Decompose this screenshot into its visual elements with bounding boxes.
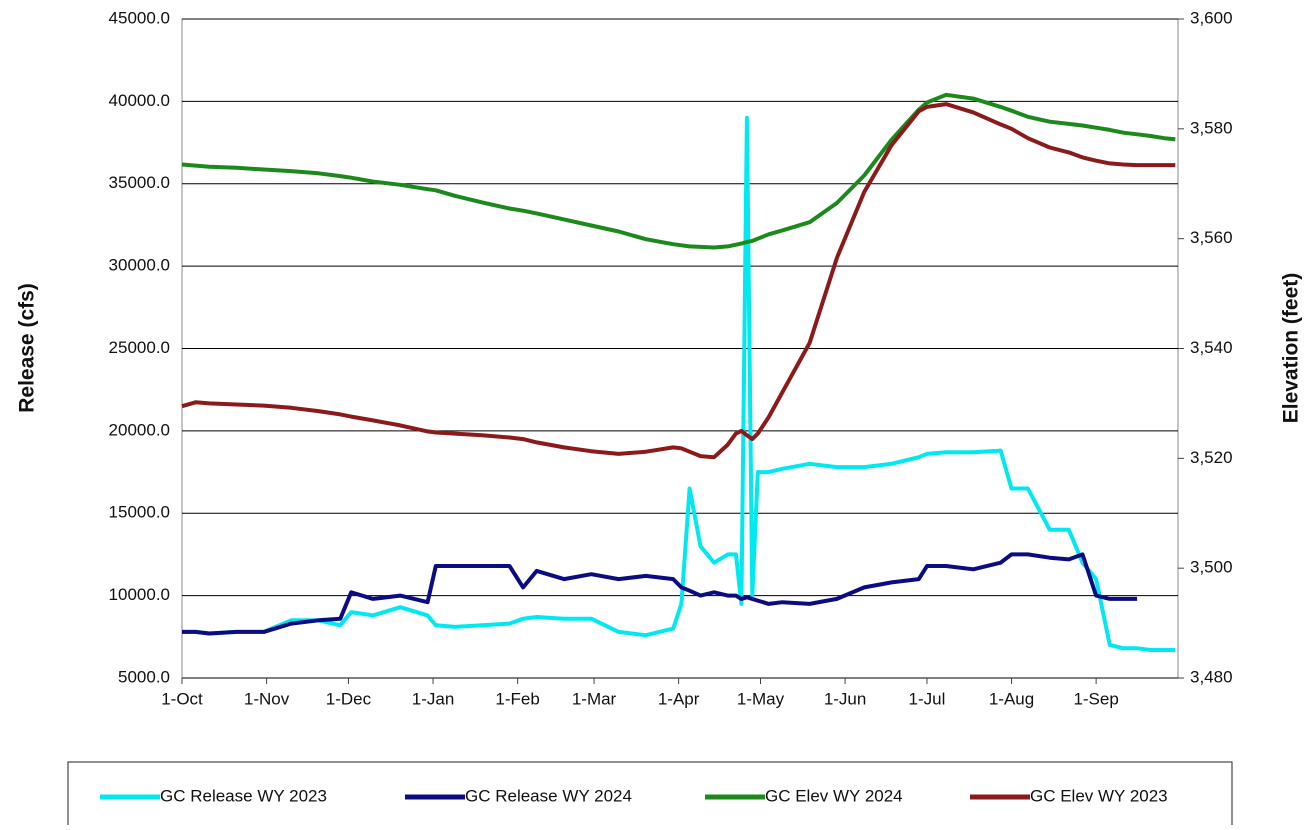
y-tick-label: 10000.0 <box>109 585 170 604</box>
y-tick-label: 5000.0 <box>118 667 170 686</box>
x-tick-label: 1-Apr <box>658 689 700 708</box>
x-tick-label: 1-Aug <box>989 689 1034 708</box>
y2-tick-label: 3,580 <box>1190 118 1233 137</box>
y2-tick-label: 3,500 <box>1190 558 1233 577</box>
x-tick-label: 1-Nov <box>244 689 290 708</box>
y2-tick-label: 3,540 <box>1190 338 1233 357</box>
x-tick-label: 1-Mar <box>572 689 617 708</box>
y2-tick-label: 3,520 <box>1190 448 1233 467</box>
y-tick-label: 30000.0 <box>109 256 170 275</box>
y-tick-label: 20000.0 <box>109 420 170 439</box>
y2-tick-label: 3,480 <box>1190 667 1233 686</box>
y-tick-label: 35000.0 <box>109 173 170 192</box>
series-line <box>182 115 1176 652</box>
legend-label: GC Release WY 2024 <box>465 786 632 805</box>
legend-label: GC Release WY 2023 <box>160 786 327 805</box>
x-tick-label: 1-Jul <box>909 689 946 708</box>
y-tick-label: 40000.0 <box>109 91 170 110</box>
y-tick-label: 45000.0 <box>109 8 170 27</box>
legend-box <box>67 761 1233 825</box>
y2-tick-label: 3,600 <box>1190 8 1233 27</box>
y2-tick-label: 3,560 <box>1190 228 1233 247</box>
legend-label: GC Elev WY 2024 <box>765 786 903 805</box>
series-line <box>181 92 1176 250</box>
x-tick-label: 1-Oct <box>161 689 203 708</box>
legend-label: GC Elev WY 2023 <box>1030 786 1168 805</box>
series-line <box>181 102 1176 460</box>
y2-axis-title: Elevation (feet) <box>1280 273 1303 424</box>
y-tick-label: 25000.0 <box>109 338 170 357</box>
x-tick-label: 1-Sep <box>1073 689 1118 708</box>
x-tick-label: 1-Dec <box>326 689 372 708</box>
y-tick-label: 15000.0 <box>109 503 170 522</box>
x-tick-label: 1-Feb <box>495 689 539 708</box>
x-tick-label: 1-Jan <box>412 689 455 708</box>
x-tick-label: 1-Jun <box>824 689 867 708</box>
y-axis-title: Release (cfs) <box>16 283 39 413</box>
x-tick-label: 1-May <box>737 689 785 708</box>
series-line <box>182 552 1138 636</box>
